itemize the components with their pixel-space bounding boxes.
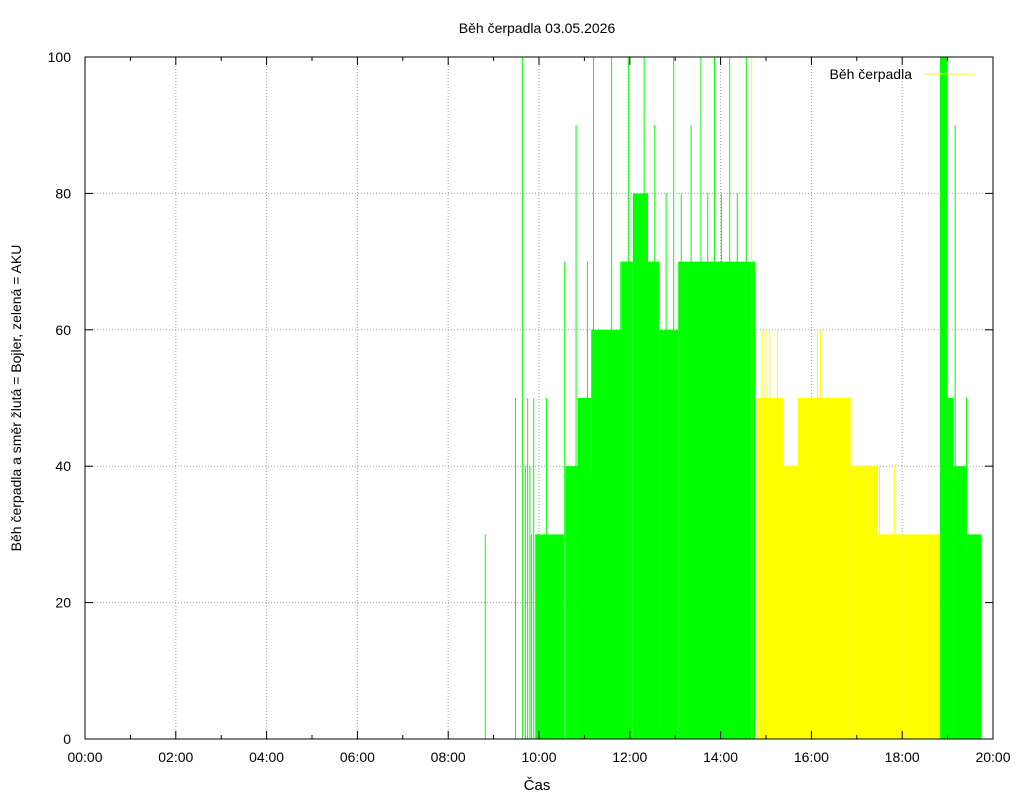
x-tick-label: 06:00 bbox=[340, 749, 375, 765]
axis-ticks: 00:00 02:00 04:00 06:00 08:00 10:00 12:00 14:00… bbox=[48, 49, 1011, 765]
series-block bbox=[591, 329, 622, 739]
x-tick-label: 02:00 bbox=[158, 749, 193, 765]
chart-title: Běh čerpadla 03.05.2026 bbox=[459, 20, 616, 36]
y-axis-label: Běh čerpadla a směr žlutá = Bojler, zele… bbox=[8, 245, 24, 552]
x-tick-label: 18:00 bbox=[885, 749, 920, 765]
series-block bbox=[797, 398, 851, 739]
x-tick-label: 14:00 bbox=[703, 749, 738, 765]
series-block bbox=[577, 398, 592, 739]
y-tick-label: 0 bbox=[63, 731, 71, 747]
legend-label: Běh čerpadla bbox=[829, 66, 912, 82]
plot-series bbox=[484, 57, 982, 739]
series-block bbox=[947, 398, 954, 739]
series-block bbox=[565, 466, 578, 739]
series-block bbox=[647, 261, 660, 739]
x-tick-label: 10:00 bbox=[521, 749, 556, 765]
series-block bbox=[783, 466, 798, 739]
series-block bbox=[535, 534, 564, 739]
x-tick-label: 20:00 bbox=[975, 749, 1010, 765]
series-block bbox=[850, 466, 878, 739]
x-tick-label: 12:00 bbox=[612, 749, 647, 765]
x-axis-label: Čas bbox=[524, 777, 551, 794]
y-tick-label: 100 bbox=[48, 49, 72, 65]
series-block bbox=[877, 534, 903, 739]
x-tick-label: 00:00 bbox=[67, 749, 102, 765]
series-block bbox=[621, 261, 633, 739]
y-tick-label: 20 bbox=[55, 595, 71, 611]
y-tick-label: 80 bbox=[55, 185, 71, 201]
series-block bbox=[940, 57, 948, 739]
series-block bbox=[678, 261, 756, 739]
x-tick-label: 16:00 bbox=[794, 749, 829, 765]
series-block bbox=[902, 534, 941, 739]
series-block bbox=[659, 329, 679, 739]
x-tick-label: 08:00 bbox=[431, 749, 466, 765]
series-block bbox=[953, 466, 966, 739]
x-tick-label: 04:00 bbox=[249, 749, 284, 765]
series-block bbox=[632, 193, 648, 739]
y-tick-label: 40 bbox=[55, 458, 71, 474]
legend: Běh čerpadla bbox=[829, 66, 974, 82]
series-block bbox=[965, 534, 982, 739]
y-tick-label: 60 bbox=[55, 322, 71, 338]
